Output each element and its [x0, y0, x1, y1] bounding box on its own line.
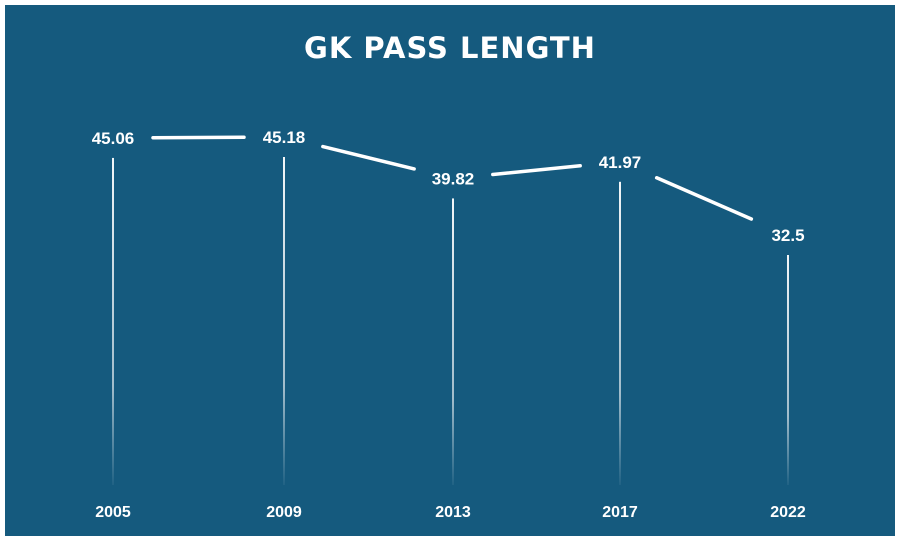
- line-segment-2013-2017: [491, 164, 582, 177]
- x-tick-2022: 2022: [770, 504, 806, 521]
- line-segment-2009-2013: [321, 144, 416, 171]
- chart-panel: GK PASS LENGTH 45.06 45.18 39.82 41.97 32.5 …: [5, 5, 895, 536]
- stem-2013: [452, 198, 454, 485]
- data-label-2013: 39.82: [432, 169, 475, 188]
- chart-title: GK PASS LENGTH: [304, 31, 596, 65]
- x-tick-2013: 2013: [435, 504, 471, 521]
- x-tick-2009: 2009: [266, 504, 302, 521]
- data-label-2022: 32.5: [771, 226, 804, 245]
- x-tick-2005: 2005: [95, 504, 131, 521]
- line-segment-2017-2022: [654, 176, 754, 221]
- line-chart: 45.06 45.18 39.82 41.97 32.5 2005 2009 2013 201…: [92, 128, 806, 521]
- x-tick-2017: 2017: [602, 504, 638, 521]
- stem-2017: [619, 181, 621, 485]
- stem-2005: [112, 157, 114, 486]
- data-label-2005: 45.06: [92, 129, 135, 148]
- data-label-2009: 45.18: [263, 128, 306, 147]
- stem-2009: [283, 157, 285, 485]
- data-label-2017: 41.97: [599, 153, 642, 172]
- stem-2022: [787, 255, 789, 485]
